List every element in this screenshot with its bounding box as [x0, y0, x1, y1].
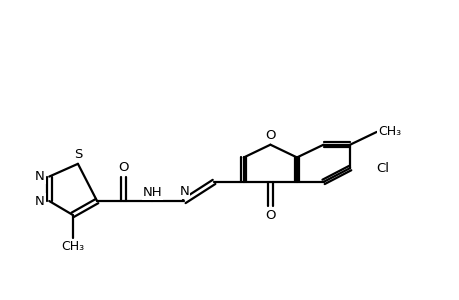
- Text: CH₃: CH₃: [377, 125, 400, 138]
- Text: N: N: [35, 170, 45, 183]
- Text: N: N: [35, 194, 45, 208]
- Text: CH₃: CH₃: [61, 240, 84, 253]
- Text: O: O: [118, 160, 129, 173]
- Text: S: S: [73, 148, 82, 161]
- Text: O: O: [264, 129, 275, 142]
- Text: Cl: Cl: [376, 162, 389, 175]
- Text: O: O: [264, 209, 275, 222]
- Text: NH: NH: [142, 186, 162, 199]
- Text: N: N: [179, 185, 189, 198]
